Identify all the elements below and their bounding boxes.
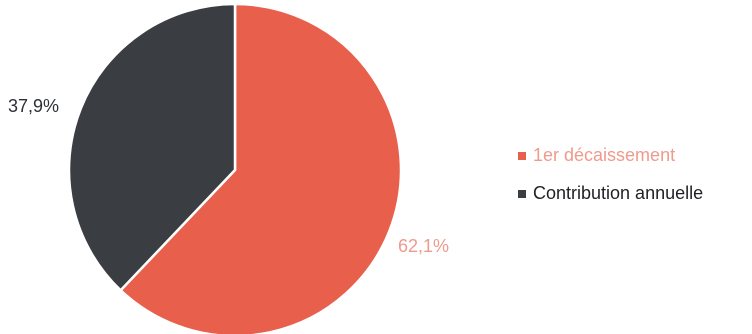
legend-swatch-1er-decaissement <box>518 152 526 160</box>
slice-label-1er-decaissement: 62,1% <box>398 236 449 256</box>
legend-label-1er-decaissement: 1er décaissement <box>533 145 675 165</box>
legend-swatch-contribution-annuelle <box>518 190 526 198</box>
legend-label-contribution-annuelle: Contribution annuelle <box>533 183 703 203</box>
pie-slice-0 <box>119 2 403 334</box>
pie-slice-1 <box>67 2 237 292</box>
legend: 1er décaissement Contribution annuelle <box>518 145 703 203</box>
pie-slices <box>67 2 403 334</box>
slice-label-contribution-annuelle: 37,9% <box>8 96 59 116</box>
